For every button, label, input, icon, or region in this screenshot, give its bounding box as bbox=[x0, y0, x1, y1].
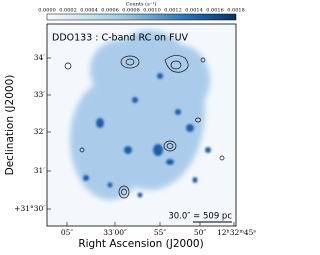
y-tick-label: 34′ bbox=[34, 53, 46, 62]
x-tick-label: 50″ bbox=[194, 228, 207, 237]
image-annotation: DDO133 : C-band RC on FUV bbox=[52, 33, 189, 44]
colorbar-tick-label: 0.0008 bbox=[122, 8, 140, 14]
x-tick-label: 05″ bbox=[61, 228, 74, 237]
x-axis-label: Right Ascension (J2000) bbox=[78, 238, 203, 250]
y-tick-label: 32′ bbox=[34, 127, 46, 136]
x-tick-label: 33′00″ bbox=[103, 228, 127, 237]
y-tick-label: +31°30′ bbox=[14, 204, 45, 213]
colorbar-tick-label: 0.0014 bbox=[185, 8, 203, 14]
image bbox=[47, 24, 236, 226]
x-tick-label: 12ʰ32ᵐ45ˢ bbox=[217, 228, 256, 237]
figure: Counts (s⁻¹) 0.0000 0.0002 0.0004 0.0006 0.0… bbox=[4, 1, 256, 251]
x-tick-label: 55″ bbox=[154, 228, 167, 237]
colorbar-tick-label: 0.0004 bbox=[80, 8, 98, 14]
image-frame bbox=[46, 23, 237, 227]
colorbar-tick-label: 0.0006 bbox=[101, 8, 119, 14]
scale-bar-label: 30.0″ = 509 pc bbox=[168, 212, 232, 222]
colorbar-tick-label: 0.0010 bbox=[143, 8, 161, 14]
colorbar-tick-label: 0.0000 bbox=[38, 8, 56, 14]
colorbar bbox=[46, 13, 237, 21]
y-axis-label: Declination (J2000) bbox=[4, 75, 16, 176]
colorbar-label: Counts (s⁻¹) bbox=[126, 1, 157, 8]
colorbar-tick-label: 0.0018 bbox=[227, 8, 245, 14]
colorbar-tick-label: 0.0012 bbox=[164, 8, 182, 14]
colorbar-tick-label: 0.0002 bbox=[59, 8, 77, 14]
y-tick-label: 31′ bbox=[34, 166, 46, 175]
colorbar-tick-label: 0.0016 bbox=[206, 8, 224, 14]
y-tick-label: 33′ bbox=[34, 90, 46, 99]
